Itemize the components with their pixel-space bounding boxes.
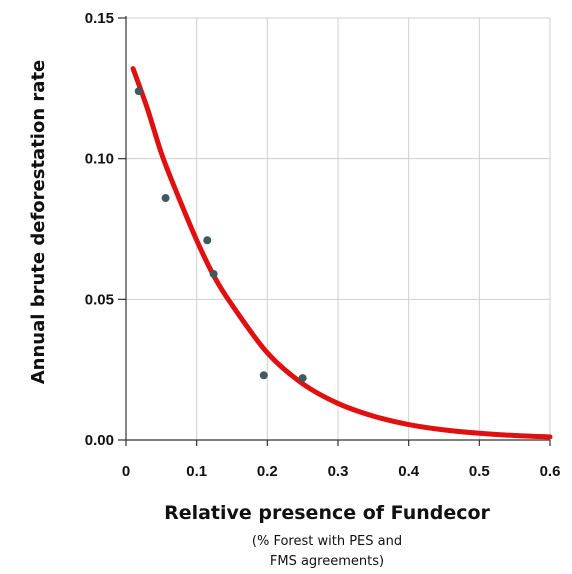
data-point (134, 87, 143, 96)
fitted-curve-layer (130, 66, 553, 440)
x-tick-label: 0.5 (469, 463, 490, 480)
y-tick-label: 0.05 (85, 291, 114, 308)
x-tick-label: 0.2 (257, 463, 278, 480)
data-point (161, 194, 170, 203)
x-tick-labels: 0 0.1 0.2 0.3 0.4 0.5 0.6 (122, 463, 561, 480)
grid (126, 17, 551, 440)
x-axis-subtitle-line-1: (% Forest with PES and (252, 534, 402, 549)
data-points (134, 87, 307, 383)
data-point (298, 374, 307, 383)
y-axis-title: Annual brute deforestation rate (28, 60, 49, 385)
y-tick-label: 0.15 (85, 10, 114, 27)
x-tick-label: 0.3 (328, 463, 349, 480)
data-point (209, 270, 218, 279)
y-tick-label: 0.10 (85, 151, 114, 168)
x-tick-label: 0.4 (398, 463, 420, 480)
x-tick-label: 0.1 (186, 463, 207, 480)
x-axis-subtitle-line-2: FMS agreements) (270, 554, 384, 569)
data-point (203, 236, 212, 245)
x-tick-label: 0 (122, 463, 130, 480)
x-axis-title: Relative presence of Fundecor (164, 502, 490, 524)
data-point (259, 371, 268, 380)
y-tick-label: 0.00 (85, 432, 114, 449)
x-tick-label: 0.6 (540, 463, 561, 480)
fitted-curve (130, 66, 553, 440)
y-tick-labels: 0.00 0.05 0.10 0.15 (85, 10, 114, 449)
axes (118, 16, 551, 446)
